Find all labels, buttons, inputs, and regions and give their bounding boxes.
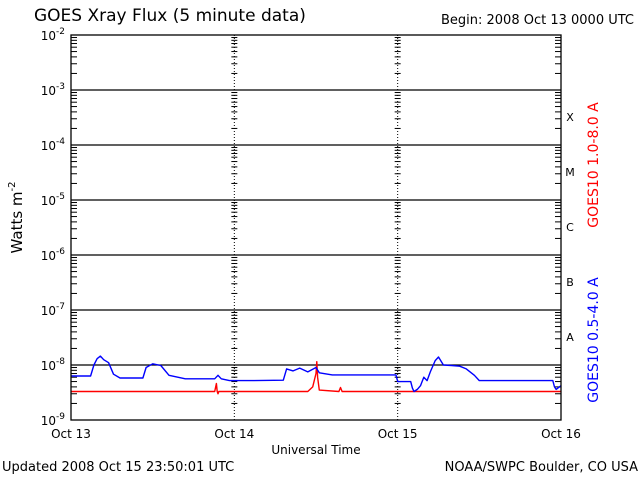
flare-class-label: M bbox=[565, 166, 575, 179]
updated-timestamp: Updated 2008 Oct 15 23:50:01 UTC bbox=[2, 460, 235, 475]
x-tick-label: Oct 14 bbox=[214, 427, 254, 441]
legend-long-channel: GOES10 1.0-8.0 A bbox=[586, 102, 602, 228]
flare-class-label: X bbox=[566, 111, 574, 124]
y-axis-label: Watts m-2 bbox=[7, 181, 26, 253]
y-tick-label: 10-2 bbox=[41, 27, 65, 43]
y-tick-label: 10-7 bbox=[41, 302, 65, 318]
y-tick-label: 10-5 bbox=[41, 192, 65, 208]
chart-title: GOES Xray Flux (5 minute data) bbox=[34, 6, 306, 26]
series-line-short bbox=[71, 355, 562, 393]
y-tick-label: 10-9 bbox=[41, 412, 66, 428]
x-tick-label: Oct 13 bbox=[51, 427, 91, 441]
flare-class-label: A bbox=[566, 331, 574, 344]
legend-short-channel: GOES10 0.5-4.0 A bbox=[586, 277, 602, 403]
x-axis-label: Universal Time bbox=[271, 443, 360, 457]
credit-text: NOAA/SWPC Boulder, CO USA bbox=[444, 460, 638, 475]
plot-frame bbox=[70, 34, 562, 421]
y-tick-label: 10-8 bbox=[41, 357, 66, 373]
x-tick-label: Oct 16 bbox=[541, 427, 581, 441]
flare-class-label: B bbox=[566, 276, 574, 289]
x-tick-label: Oct 15 bbox=[378, 427, 418, 441]
begin-timestamp: Begin: 2008 Oct 13 0000 UTC bbox=[440, 13, 634, 28]
y-tick-label: 10-3 bbox=[41, 82, 65, 98]
y-tick-label: 10-6 bbox=[41, 247, 66, 263]
y-tick-label: 10-4 bbox=[41, 137, 66, 153]
flare-class-label: C bbox=[566, 221, 574, 234]
series-line-long bbox=[71, 361, 561, 395]
